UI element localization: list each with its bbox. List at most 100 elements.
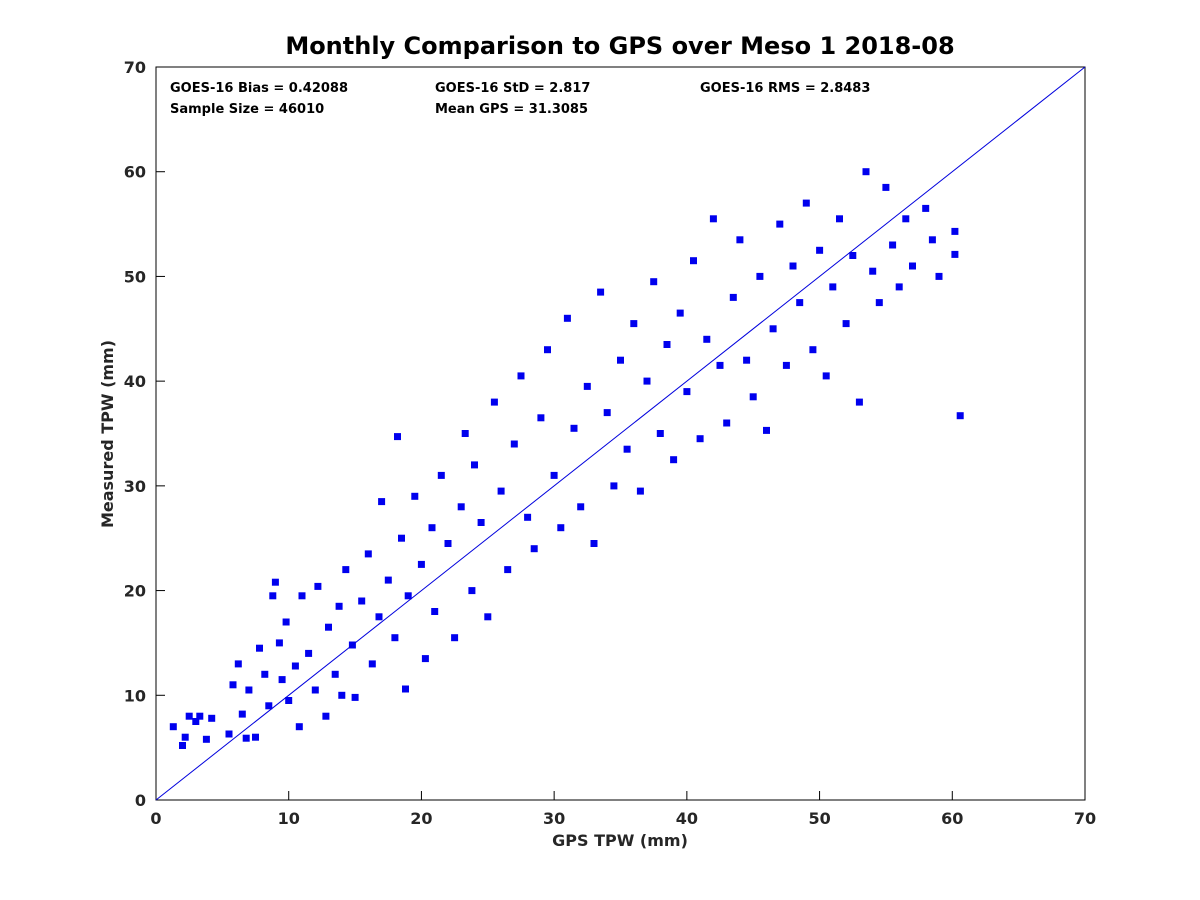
scatter-point — [676, 309, 684, 317]
scatter-point — [802, 199, 810, 207]
scatter-point — [776, 220, 784, 228]
y-tick-label: 50 — [124, 267, 146, 286]
scatter-point — [484, 613, 492, 621]
scatter-point — [656, 430, 664, 437]
scatter-point — [935, 272, 943, 280]
x-axis: 0 10 20 30 40 50 60 70 — [150, 791, 1096, 828]
scatter-point — [563, 314, 571, 322]
x-tick-label: 50 — [808, 809, 830, 828]
scatter-point — [225, 730, 233, 738]
scatter-point — [375, 613, 383, 621]
scatter-point — [196, 712, 204, 720]
stats-annotations: GOES-16 Bias = 0.42088 GOES-16 StD = 2.8… — [170, 81, 870, 117]
scatter-point — [398, 534, 405, 542]
y-tick-label: 70 — [124, 58, 146, 77]
stat-mean-gps: Mean GPS = 31.3085 — [435, 102, 588, 117]
scatter-point — [404, 592, 412, 600]
y-axis-label: Measured TPW (mm) — [98, 340, 117, 528]
scatter-point — [181, 733, 189, 741]
scatter-point — [169, 723, 177, 731]
scatter-point — [650, 278, 658, 286]
scatter-point — [358, 597, 366, 605]
x-tick-label: 10 — [278, 809, 300, 828]
scatter-point — [663, 341, 671, 348]
scatter-point — [703, 335, 711, 343]
scatter-point — [421, 655, 429, 663]
scatter-point — [451, 634, 459, 642]
stat-bias: GOES-16 Bias = 0.42088 — [170, 81, 348, 96]
scatter-point — [869, 267, 877, 275]
scatter-point — [351, 693, 359, 701]
scatter-point — [497, 487, 505, 495]
scatter-point — [305, 649, 313, 657]
scatter-point — [895, 283, 903, 291]
scatter-point — [922, 204, 930, 212]
scatter-point — [368, 660, 376, 668]
scatter-point — [202, 735, 210, 743]
scatter-point — [842, 320, 850, 328]
scatter-point — [597, 288, 605, 296]
scatter-point — [378, 498, 386, 506]
scatter-point — [709, 215, 717, 223]
scatter-point — [928, 236, 936, 244]
scatter-point — [331, 670, 339, 678]
scatter-point — [490, 398, 498, 406]
x-tick-label: 0 — [150, 809, 161, 828]
scatter-point — [325, 623, 332, 631]
scatter-point — [855, 398, 863, 406]
scatter-point — [882, 183, 890, 191]
scatter-point — [444, 540, 452, 547]
scatter-point — [530, 545, 538, 553]
scatter-point — [630, 320, 638, 328]
scatter-point — [238, 710, 246, 718]
scatter-point — [636, 487, 644, 495]
y-tick-label: 10 — [124, 686, 146, 705]
scatter-point — [796, 299, 804, 307]
scatter-point — [862, 168, 870, 176]
scatter-point — [683, 388, 691, 396]
scatter-point — [394, 433, 401, 441]
scatter-point — [577, 503, 585, 511]
scatter-point — [570, 424, 578, 432]
x-tick-label: 20 — [410, 809, 432, 828]
y-tick-label: 60 — [124, 163, 146, 182]
scatter-point — [471, 461, 478, 469]
scatter-point — [461, 430, 469, 437]
scatter-point — [384, 576, 392, 584]
x-axis-label: GPS TPW (mm) — [552, 831, 688, 850]
scatter-point — [769, 325, 777, 333]
scatter-point — [696, 435, 704, 443]
x-tick-label: 70 — [1074, 809, 1096, 828]
scatter-point — [889, 241, 897, 249]
scatter-point — [275, 639, 283, 647]
scatter-point — [829, 283, 837, 291]
scatter-point — [229, 681, 237, 689]
scatter-point — [437, 471, 445, 479]
scatter-point — [402, 685, 409, 693]
scatter-point — [242, 734, 250, 742]
scatter-point — [951, 250, 959, 258]
scatter-point — [723, 419, 731, 427]
scatter-point — [252, 733, 259, 741]
plot-area — [155, 66, 1086, 801]
scatter-point — [822, 372, 830, 380]
scatter-point — [295, 723, 303, 731]
scatter-point — [617, 356, 624, 364]
scatter-point — [261, 670, 269, 678]
scatter-point — [338, 691, 346, 699]
scatter-point — [809, 346, 817, 354]
scatter-point — [836, 215, 843, 223]
x-tick-label: 30 — [543, 809, 565, 828]
scatter-point — [736, 236, 744, 244]
scatter-point — [342, 566, 350, 574]
scatter-point — [729, 293, 737, 301]
scatter-point — [557, 524, 565, 532]
scatter-point — [603, 409, 611, 417]
y-axis: 0 10 20 30 40 50 60 70 — [124, 58, 165, 810]
scatter-point — [550, 471, 558, 479]
scatter-point — [411, 492, 419, 500]
scatter-point — [364, 550, 372, 558]
scatter-point — [269, 592, 277, 600]
scatter-point — [690, 257, 697, 265]
